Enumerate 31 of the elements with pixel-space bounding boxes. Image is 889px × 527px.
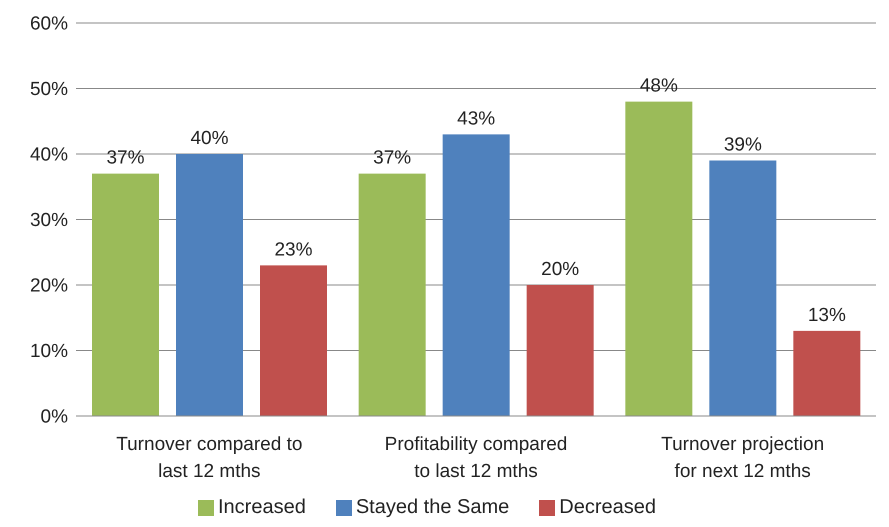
legend-label: Increased	[218, 496, 306, 518]
bar	[358, 174, 426, 416]
bar	[709, 160, 776, 416]
bar	[526, 285, 594, 416]
y-tick-label: 20%	[30, 276, 68, 297]
bar	[442, 134, 510, 416]
y-tick-label: 10%	[30, 341, 68, 362]
y-tick-label: 60%	[30, 14, 68, 35]
bar	[625, 102, 692, 416]
x-tick-label: Profitability compared to last 12 mths	[384, 434, 568, 482]
y-tick-label: 0%	[40, 406, 68, 428]
legend-label: Stayed the Same	[356, 496, 510, 518]
bar	[92, 174, 159, 416]
legend-label: Decreased	[559, 496, 656, 518]
data-label: 43%	[457, 108, 496, 130]
y-tick-label: 40%	[30, 144, 68, 166]
x-tick-label: Turnover compared to last 12 mths	[116, 434, 302, 482]
data-label: 13%	[808, 304, 846, 326]
y-tick-label: 50%	[30, 79, 68, 100]
bar	[793, 330, 860, 416]
data-label: 37%	[373, 148, 412, 169]
data-label: 23%	[274, 239, 313, 260]
data-label: 48%	[640, 76, 678, 97]
bar	[260, 265, 327, 416]
y-tick-label: 30%	[30, 210, 68, 232]
data-label: 39%	[724, 134, 762, 156]
bar	[176, 154, 243, 416]
data-label: 40%	[190, 128, 229, 149]
data-label: 37%	[106, 148, 145, 169]
x-tick-label: Turnover projection for next 12 mths	[661, 434, 824, 482]
data-label: 20%	[541, 259, 580, 280]
